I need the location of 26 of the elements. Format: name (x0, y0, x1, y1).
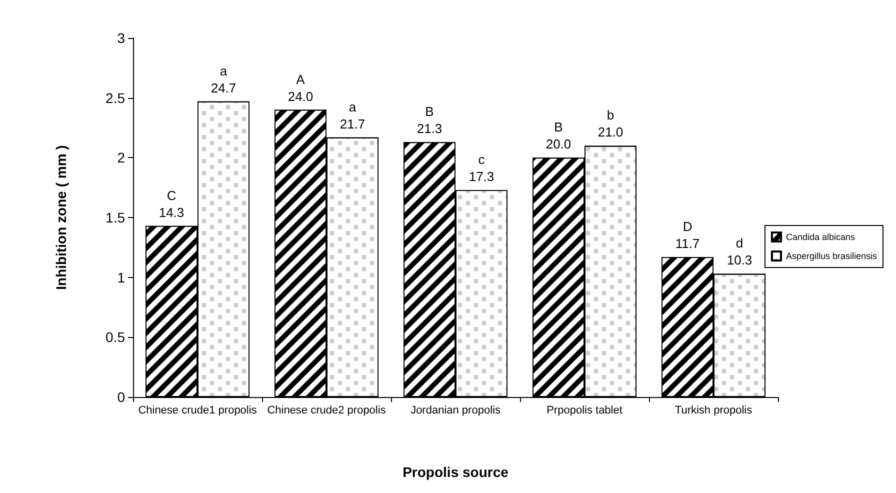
legend-label: Aspergillus brasiliensis (786, 251, 878, 261)
y-tick-label: 1 (117, 269, 126, 286)
y-tick-label: 1.5 (106, 210, 126, 226)
x-tick-label: Chinese crude2 propolis (267, 404, 386, 416)
x-axis-title: Propolis source (402, 464, 509, 480)
legend-label: Candida albicans (786, 232, 856, 242)
y-axis-title: Inhibition zone ( mm ) (53, 145, 69, 290)
y-tick-label: 2 (117, 150, 126, 166)
y-tick-label: 2.5 (106, 90, 126, 106)
x-tick-label: Turkish propolis (674, 404, 753, 416)
data-label: C 14.3 (158, 188, 184, 220)
data-label: A 24.0 (288, 72, 314, 104)
data-label: a 21.7 (340, 99, 366, 132)
data-label: c 17.3 (468, 152, 494, 184)
y-tick-label: 3 (117, 30, 126, 46)
data-label: D 11.7 (675, 218, 700, 251)
data-label: B 21.3 (416, 104, 442, 136)
data-label: d 10.3 (726, 236, 752, 268)
data-label: b 21.0 (598, 108, 624, 140)
data-label: B 20.0 (546, 120, 572, 152)
y-tick-label: 0.5 (106, 329, 126, 346)
data-label: a 24.7 (210, 63, 236, 96)
x-tick-label: Chinese crude1 propolis (138, 404, 258, 416)
x-tick-label: Jordanian propolis (410, 404, 501, 416)
y-tick-label: 0 (117, 389, 126, 405)
x-tick-label: Prpopolis tablet (546, 404, 622, 416)
